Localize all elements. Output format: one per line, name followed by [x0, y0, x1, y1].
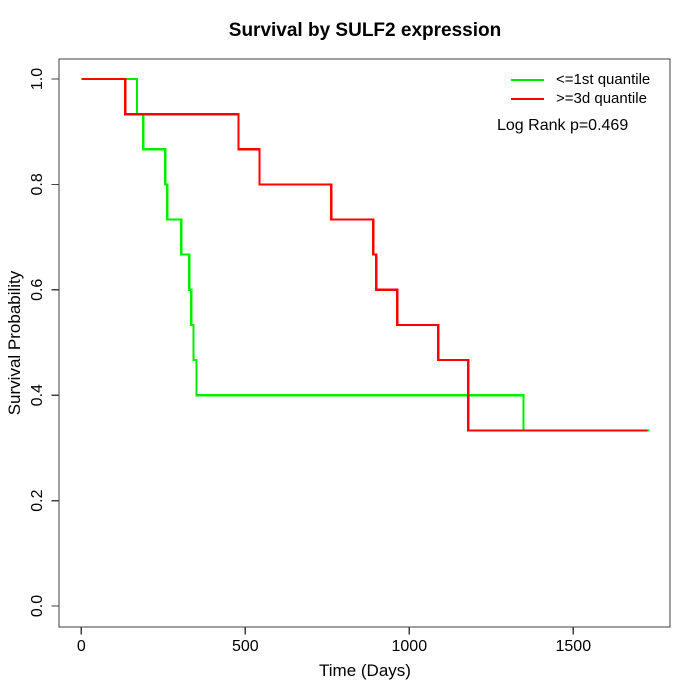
legend-label-low: <=1st quantile — [556, 71, 651, 88]
x-axis-tick-label: 500 — [232, 638, 259, 655]
y-axis-tick-label: 0.0 — [29, 595, 46, 617]
green-line-swatch — [511, 78, 544, 81]
legend-item-low-expression: <=1st quantile — [497, 70, 650, 89]
log-rank-pvalue: Log Rank p=0.469 — [497, 117, 629, 134]
x-axis-tick-label: 0 — [77, 638, 86, 655]
legend: <=1st quantile >=3d quantile Log Rank p=… — [497, 70, 650, 135]
x-axis-tick-label: 1000 — [392, 638, 428, 655]
y-axis-tick-label: 0.8 — [29, 173, 46, 195]
plot-box — [58, 58, 671, 628]
y-axis-tick-label: 0.2 — [29, 489, 46, 511]
survival-curve-high-expression-red — [81, 77, 648, 432]
survival-curve-low-expression-green — [81, 77, 650, 432]
x-axis-title: Time (Days) — [319, 661, 411, 680]
y-axis-title: Survival Probability — [5, 270, 24, 416]
y-axis-tick-label: 1.0 — [29, 68, 46, 90]
legend-label-high: >=3d quantile — [556, 90, 647, 107]
chart-title: Survival by SULF2 expression — [228, 20, 502, 41]
red-line-swatch — [511, 97, 544, 100]
legend-item-high-expression: >=3d quantile — [497, 89, 650, 108]
y-axis-tick-label: 0.4 — [29, 384, 46, 406]
x-axis-tick-label: 1500 — [556, 638, 592, 655]
y-axis-tick-label: 0.6 — [29, 279, 46, 301]
